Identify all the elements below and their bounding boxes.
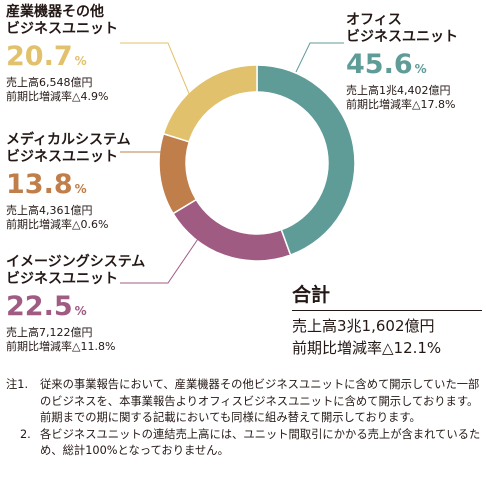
leader-industrial: [120, 42, 191, 97]
segment-title: 産業機器その他 ビジネスユニット: [6, 4, 118, 38]
total-box: 合計 売上高3兆1,602億円 前期比増減率△12.1%: [292, 283, 482, 359]
footnote: 2. 各ビジネスユニットの連結売上高には、ユニット間取引にかかる売上が含まれてい…: [6, 427, 482, 460]
segment-percent: 13.8%: [6, 170, 131, 204]
segment-value: 45.6: [346, 49, 413, 80]
segment-title-line: ビジネスユニット: [6, 271, 118, 287]
slice-medical: [158, 132, 198, 215]
segment-unit: %: [74, 304, 87, 318]
segment-percent: 45.6%: [346, 50, 458, 84]
segment-title: イメージングシステム ビジネスユニット: [6, 254, 145, 288]
footnotes: 注1. 従来の事業報告において、産業機器その他ビジネスユニットに含めて開示してい…: [6, 377, 482, 460]
slice-imaging: [172, 198, 292, 262]
segment-title-line: 産業機器その他: [6, 4, 104, 20]
segment-label-imaging: イメージングシステム ビジネスユニット 22.5% 売上高7,122億円 前期比…: [6, 254, 145, 354]
segment-unit: %: [74, 182, 87, 196]
footnote-label: 注1.: [6, 378, 29, 391]
total-sales: 売上高3兆1,602億円: [292, 317, 435, 335]
segment-title-line: メディカルシステム: [6, 132, 131, 148]
segment-title-line: ビジネスユニット: [6, 149, 118, 165]
segment-title-line: ビジネスユニット: [346, 29, 458, 45]
segment-title-line: ビジネスユニット: [6, 21, 118, 37]
footnote-text: 各ビジネスユニットの連結売上高には、ユニット間取引にかかる売上が含まれているため…: [40, 427, 481, 458]
segment-change: 前期比増減率△17.8%: [346, 98, 456, 111]
segment-title: オフィス ビジネスユニット: [346, 12, 458, 46]
segment-percent: 22.5%: [6, 292, 145, 326]
segment-label-office: オフィス ビジネスユニット 45.6% 売上高1兆4,402億円 前期比増減率△…: [346, 12, 458, 112]
segment-unit: %: [74, 54, 87, 68]
leader-office: [295, 42, 344, 73]
total-title: 合計: [292, 283, 482, 311]
segment-sales: 売上高1兆4,402億円: [346, 84, 451, 97]
segment-change: 前期比増減率△11.8%: [6, 340, 116, 353]
segment-percent: 20.7%: [6, 42, 118, 76]
segment-sales: 売上高7,122億円: [6, 326, 93, 339]
footnote: 注1. 従来の事業報告において、産業機器その他ビジネスユニットに含めて開示してい…: [6, 377, 482, 427]
segment-change: 前期比増減率△0.6%: [6, 218, 109, 231]
total-change: 前期比増減率△12.1%: [292, 339, 442, 357]
segment-title-line: イメージングシステム: [6, 254, 146, 270]
segment-sales: 売上高4,361億円: [6, 204, 93, 217]
segment-label-medical: メディカルシステム ビジネスユニット 13.8% 売上高4,361億円 前期比増…: [6, 132, 131, 232]
segment-title: メディカルシステム ビジネスユニット: [6, 132, 131, 166]
slice-office: [256, 64, 356, 257]
slice-industrial: [162, 64, 258, 143]
segment-value: 22.5: [6, 291, 73, 322]
donut-slices: [158, 64, 356, 262]
leader-imaging: [120, 235, 201, 284]
segment-title-line: オフィス: [346, 12, 402, 28]
segment-unit: %: [414, 62, 427, 76]
leader-lines: [120, 42, 344, 284]
footnote-text: 従来の事業報告において、産業機器その他ビジネスユニットに含めて開示していた一部の…: [40, 378, 480, 424]
segment-label-industrial: 産業機器その他 ビジネスユニット 20.7% 売上高6,548億円 前期比増減率…: [6, 4, 118, 104]
segment-value: 13.8: [6, 169, 73, 200]
footnote-label: 2.: [20, 427, 31, 441]
segment-sales: 売上高6,548億円: [6, 76, 93, 89]
segment-change: 前期比増減率△4.9%: [6, 90, 109, 103]
segment-value: 20.7: [6, 41, 73, 72]
